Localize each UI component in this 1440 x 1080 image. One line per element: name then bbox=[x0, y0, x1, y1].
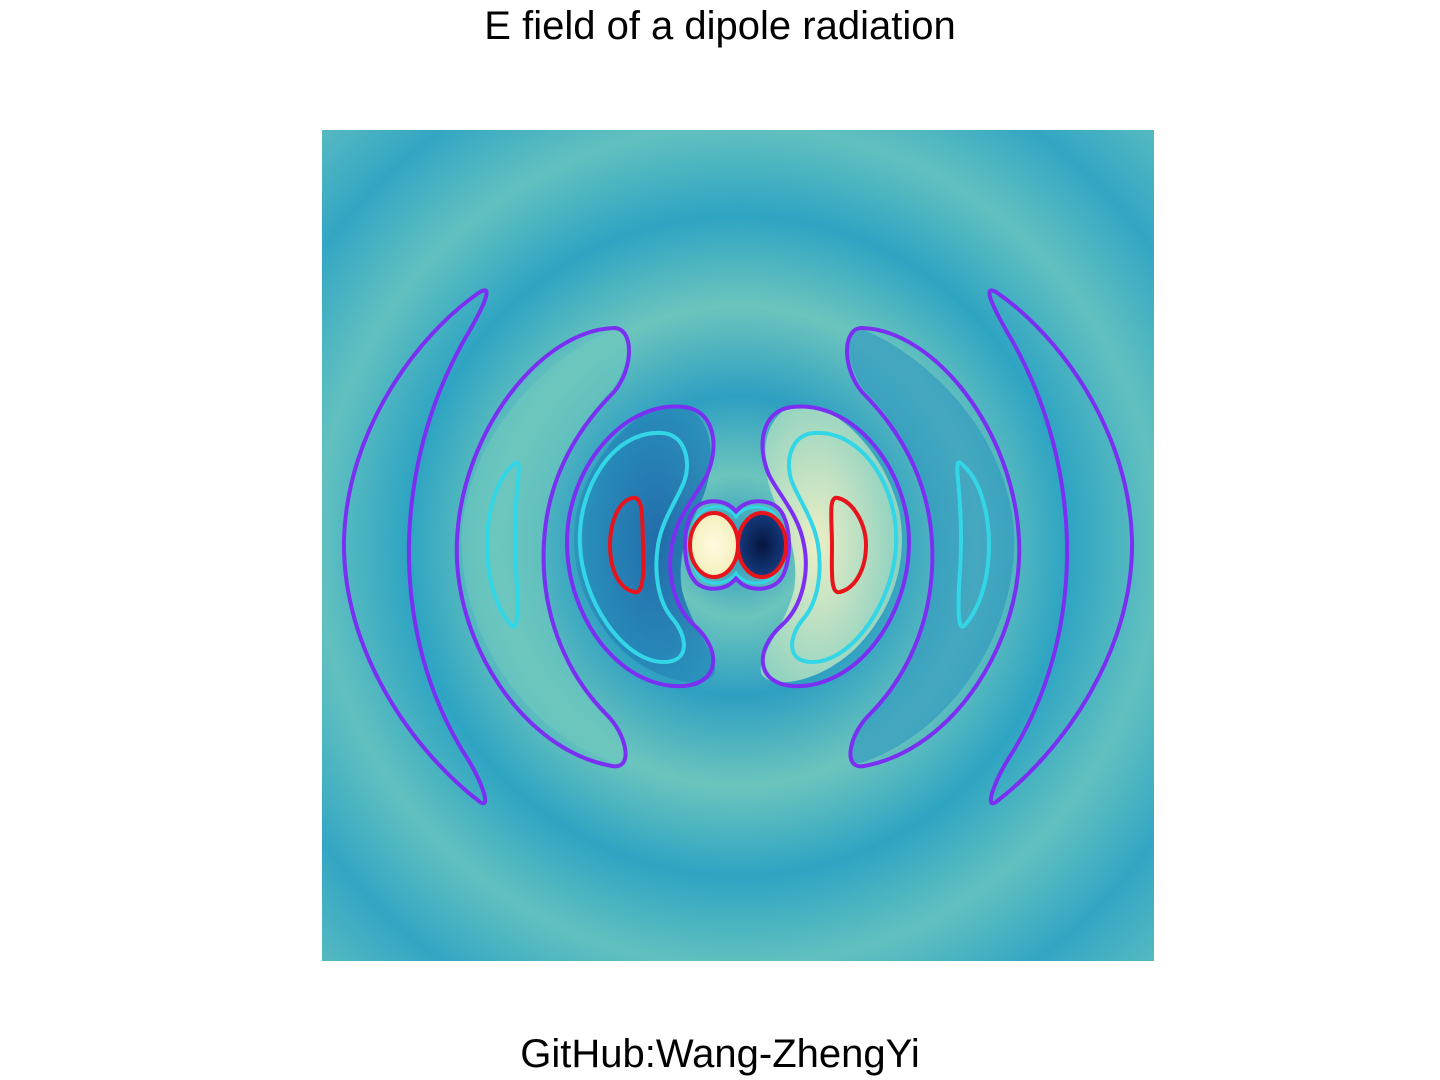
contour-purple-middle-left bbox=[454, 325, 631, 769]
contour-purple-core bbox=[683, 499, 791, 591]
contour-cyan-inner-right bbox=[787, 430, 899, 665]
right-middle-band-fill bbox=[849, 330, 1015, 764]
field-plot-svg bbox=[322, 130, 1154, 961]
contour-purple-outer-right bbox=[987, 288, 1135, 806]
figure-title: E field of a dipole radiation bbox=[484, 4, 956, 48]
contour-cyan-thin-right bbox=[955, 460, 992, 629]
contour-cyan-core bbox=[690, 505, 783, 585]
contour-purple-middle-right bbox=[845, 325, 1022, 769]
contour-cyan-thin-left bbox=[484, 460, 521, 629]
contour-purple-inner-left bbox=[564, 404, 716, 689]
github-credit: GitHub:Wang-ZhengYi bbox=[520, 1032, 920, 1076]
dipole-positive-core bbox=[688, 511, 740, 579]
contour-cyan-inner-left bbox=[577, 430, 689, 665]
contour-red-right bbox=[829, 495, 869, 595]
contour-red-left bbox=[607, 495, 646, 595]
dipole-negative-core bbox=[736, 511, 788, 579]
contour-purple-inner-right bbox=[760, 404, 912, 689]
contour-purple-outer-left bbox=[341, 288, 489, 806]
left-middle-band-fill bbox=[461, 330, 627, 764]
field-plot bbox=[322, 130, 1154, 961]
